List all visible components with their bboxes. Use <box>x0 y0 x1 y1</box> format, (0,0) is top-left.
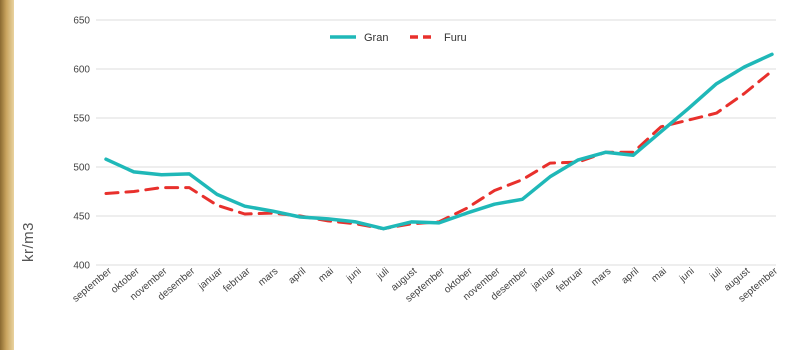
y-tick-labels: 400 450 500 550 600 650 <box>73 16 90 272</box>
legend-label-furu: Furu <box>444 32 467 44</box>
y-tick-label: 450 <box>73 212 90 223</box>
x-tick-label: juni <box>677 266 697 285</box>
x-tick-label: januar <box>529 265 559 292</box>
x-tick-label: mai <box>317 266 336 285</box>
x-tick-label: februar <box>221 265 253 294</box>
y-tick-label: 650 <box>73 16 90 27</box>
x-tick-label: juni <box>344 266 364 285</box>
series-line-gran <box>104 52 774 231</box>
background-photo-strip <box>0 0 14 350</box>
series-lines <box>104 52 774 231</box>
legend: Gran Furu <box>330 32 467 44</box>
y-tick-label: 600 <box>73 65 90 76</box>
x-tick-label: april <box>620 266 642 287</box>
x-tick-label: januar <box>196 265 226 292</box>
x-tick-label: mai <box>650 266 669 285</box>
x-tick-label: februar <box>554 265 586 294</box>
x-tick-label: mars <box>256 266 280 289</box>
x-tick-label: april <box>287 266 309 287</box>
y-tick-label: 400 <box>73 261 90 272</box>
gridlines <box>96 19 776 266</box>
y-tick-label: 550 <box>73 114 90 125</box>
legend-label-gran: Gran <box>364 32 388 44</box>
y-tick-label: 500 <box>73 163 90 174</box>
series-line-furu <box>104 69 774 231</box>
x-tick-label: juli <box>374 266 391 283</box>
x-tick-label: juli <box>707 266 724 283</box>
x-tick-label: mars <box>589 266 613 289</box>
